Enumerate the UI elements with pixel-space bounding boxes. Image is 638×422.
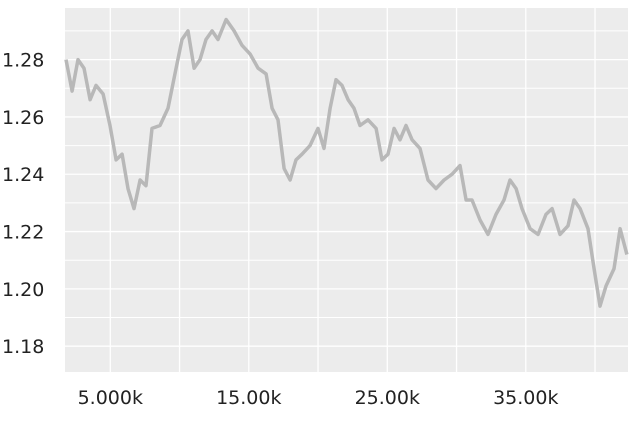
data-line [64,17,629,308]
y-tick-label: 1.20 [2,279,44,301]
y-tick-label: 1.28 [2,50,44,72]
x-tick-label: 15.00k [216,387,281,409]
y-tick-label: 1.18 [2,336,44,358]
y-tick-label: 1.24 [2,164,44,186]
y-tick-label: 1.22 [2,222,44,244]
plot-background [65,8,628,372]
y-tick-label: 1.26 [2,107,44,129]
x-tick-label: 25.00k [355,387,420,409]
x-tick-label: 35.00k [493,387,558,409]
x-tick-label: 5.000k [78,387,143,409]
